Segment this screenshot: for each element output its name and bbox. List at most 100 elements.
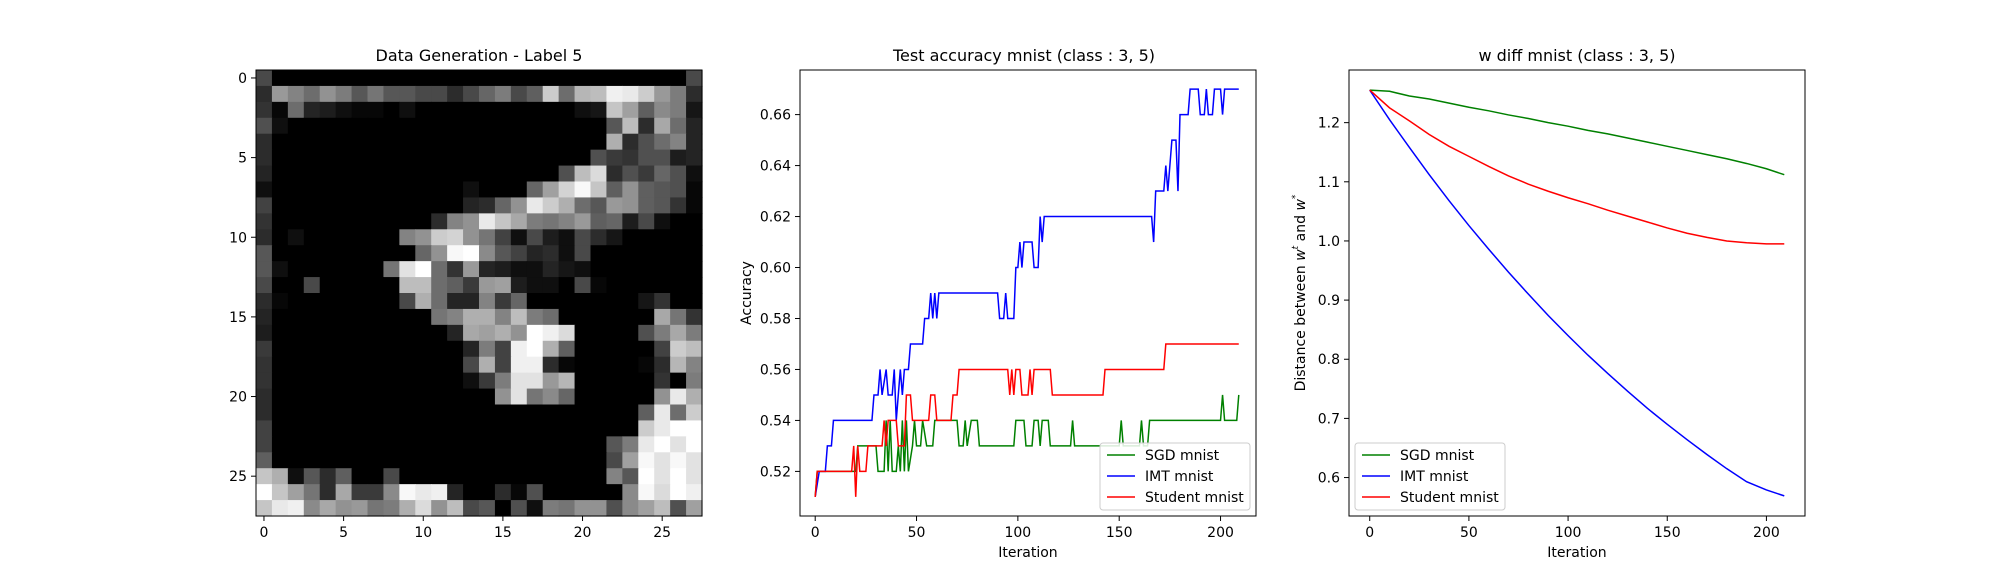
heatmap-pixel [606, 261, 623, 278]
heatmap-pixel [526, 149, 544, 167]
heatmap-pixel [670, 452, 687, 469]
heatmap-pixel [606, 324, 623, 342]
heatmap-y-tick-label: 15 [229, 310, 247, 326]
heatmap-pixel [686, 101, 703, 119]
heatmap-pixel [638, 149, 655, 167]
heatmap-pixel [431, 149, 448, 167]
heatmap-pixel [654, 388, 671, 406]
heatmap-pixel [463, 388, 480, 406]
heatmap-pixel [447, 245, 464, 262]
heatmap-pixel [431, 165, 448, 183]
heatmap-pixel [494, 101, 512, 119]
heatmap-pixel [463, 324, 480, 342]
heatmap-pixel [319, 420, 337, 437]
heatmap-pixel [399, 133, 416, 151]
heatmap-pixel [479, 340, 496, 358]
heatmap-pixel [510, 500, 528, 517]
heatmap-pixel [431, 197, 448, 214]
heatmap-pixel [654, 436, 671, 453]
heatmap-pixel [479, 436, 496, 453]
heatmap-pixel [287, 85, 305, 103]
heatmap-pixel [463, 245, 480, 262]
accuracy-x-tick-label: 0 [811, 525, 820, 541]
heatmap-pixel [574, 372, 592, 390]
heatmap-pixel [367, 277, 385, 294]
heatmap-pixel [526, 165, 544, 183]
heatmap-pixel [287, 500, 305, 517]
heatmap-pixel [383, 245, 400, 262]
heatmap-pixel [335, 165, 353, 183]
heatmap-pixel [287, 117, 305, 135]
heatmap-pixel [494, 372, 512, 390]
wdiff-y-tick-label: 0.9 [1318, 293, 1340, 309]
heatmap-pixel [574, 404, 592, 422]
heatmap-pixel [622, 197, 639, 214]
heatmap-pixel [590, 436, 608, 453]
heatmap-pixel [303, 308, 321, 326]
heatmap-pixel [606, 436, 623, 453]
heatmap-pixel [287, 229, 305, 246]
heatmap-pixel [686, 340, 703, 358]
heatmap-pixel [638, 197, 655, 214]
heatmap-pixel [383, 229, 400, 246]
wdiff-line-student [1369, 89, 1785, 245]
heatmap-pixel [638, 117, 655, 135]
heatmap-pixel [574, 340, 592, 358]
heatmap-pixel [319, 181, 337, 199]
heatmap-pixel [303, 420, 321, 437]
heatmap-pixel [303, 229, 321, 246]
accuracy-y-tick-label: 0.62 [760, 210, 791, 226]
heatmap-pixel [686, 229, 703, 246]
heatmap-pixel [526, 181, 544, 199]
heatmap-pixel [463, 436, 480, 453]
heatmap-pixel [399, 484, 416, 501]
heatmap-pixel [463, 372, 480, 390]
wdiff-x-tick-label: 50 [1460, 525, 1478, 541]
heatmap-pixel [479, 293, 496, 310]
wdiff-y-tick-label: 0.6 [1318, 471, 1340, 487]
heatmap-pixel [303, 149, 321, 167]
heatmap-pixel [287, 70, 305, 87]
heatmap-pixel [670, 324, 687, 342]
heatmap-pixel [479, 261, 496, 278]
heatmap-pixel [654, 293, 671, 310]
heatmap-pixel [335, 324, 353, 342]
heatmap-pixel [303, 340, 321, 358]
heatmap-pixel [479, 133, 496, 151]
wdiff-y-label: Distance between wt and w* [1291, 194, 1309, 391]
heatmap-pixel [494, 277, 512, 294]
heatmap-pixel [510, 165, 528, 183]
heatmap-pixel [558, 356, 576, 374]
wdiff-y-tick-label: 1.1 [1318, 175, 1340, 191]
heatmap-pixel [654, 484, 671, 501]
heatmap-pixel [351, 468, 369, 485]
heatmap-pixel [463, 308, 480, 326]
heatmap-pixel [447, 372, 464, 390]
heatmap-pixel [351, 70, 369, 87]
heatmap-pixel [463, 229, 480, 246]
heatmap-pixel [542, 468, 560, 485]
heatmap-pixel [574, 165, 592, 183]
heatmap-pixel [622, 420, 639, 437]
heatmap-pixel [399, 277, 416, 294]
heatmap-pixel [351, 261, 369, 278]
heatmap-pixel [686, 452, 703, 469]
heatmap-pixel [367, 293, 385, 310]
wdiff-x-tick-label: 0 [1365, 525, 1374, 541]
heatmap-pixel [303, 484, 321, 501]
heatmap-pixel [319, 452, 337, 469]
heatmap-pixel [574, 420, 592, 437]
heatmap-pixel [654, 149, 671, 167]
heatmap-pixel [686, 261, 703, 278]
heatmap-pixel [383, 388, 400, 406]
heatmap-pixel [335, 149, 353, 167]
heatmap-pixel [367, 245, 385, 262]
heatmap-pixel [319, 133, 337, 151]
heatmap-pixel [670, 420, 687, 437]
heatmap-pixel [447, 165, 464, 183]
heatmap-pixel [479, 181, 496, 199]
heatmap-pixel [494, 324, 512, 342]
wdiff-y-tick-label: 0.8 [1318, 352, 1340, 368]
heatmap-pixel [303, 261, 321, 278]
heatmap-pixel [670, 372, 687, 390]
